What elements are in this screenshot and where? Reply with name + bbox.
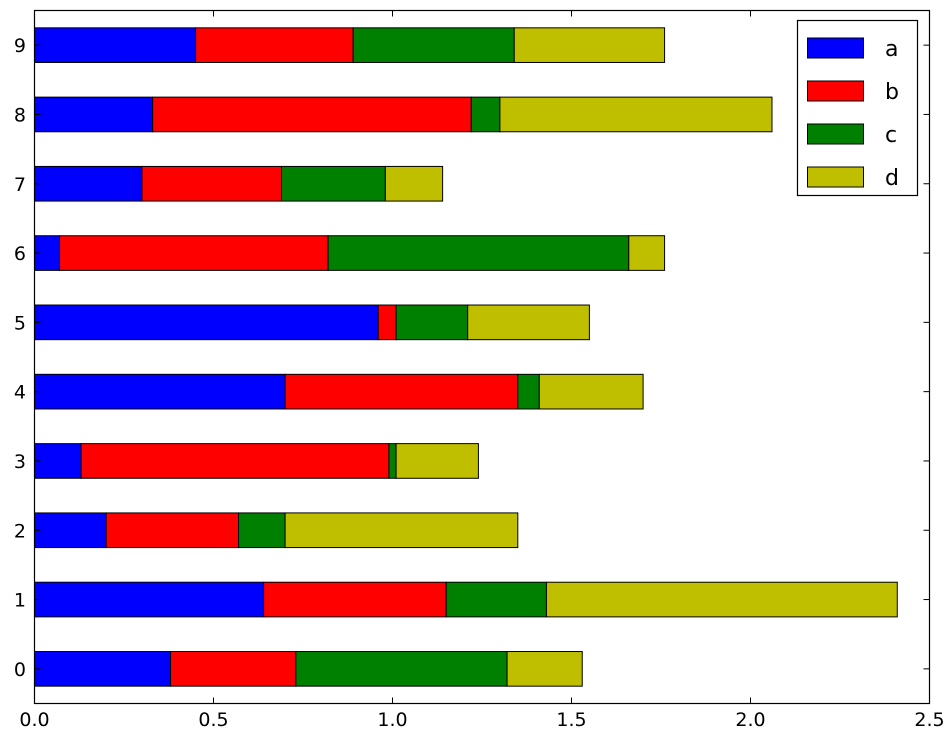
x-tick-label: 0.0 <box>19 709 49 731</box>
legend-swatch-c <box>807 123 864 145</box>
legend-label-d: d <box>885 166 899 191</box>
y-tick-label: 4 <box>14 382 26 404</box>
legend-swatch-b <box>807 80 864 102</box>
bar-d-0 <box>506 651 583 687</box>
bar-d-1 <box>545 581 898 618</box>
bar-c-4 <box>517 373 540 410</box>
legend-label-c: c <box>885 123 897 148</box>
bar-a-9 <box>34 27 197 63</box>
legend-swatch-a <box>807 37 864 59</box>
y-tick-label: 5 <box>14 312 26 334</box>
bar-a-5 <box>34 304 379 341</box>
bar-a-8 <box>34 96 154 133</box>
y-tick-label: 9 <box>14 35 26 57</box>
bar-c-1 <box>445 581 547 618</box>
bar-a-1 <box>34 581 265 618</box>
bar-d-8 <box>499 96 773 133</box>
bar-c-7 <box>281 165 386 202</box>
bar-b-1 <box>263 581 447 618</box>
bar-a-0 <box>34 651 172 687</box>
bar-c-3 <box>388 443 397 479</box>
bar-d-5 <box>467 304 590 341</box>
x-axis: 0.0 0.5 1.0 1.5 2.0 2.5 <box>19 10 945 731</box>
plot-frame <box>33 9 931 705</box>
bar-b-8 <box>152 96 472 133</box>
x-tick-label: 1.0 <box>377 709 407 731</box>
bar-b-7 <box>141 165 283 202</box>
bar-d-7 <box>384 165 444 202</box>
bar-b-9 <box>195 27 354 63</box>
x-tick-label: 0.5 <box>198 709 228 731</box>
legend-swatch-d <box>807 166 864 188</box>
bar-a-7 <box>34 165 143 202</box>
legend-label-b: b <box>885 80 899 105</box>
bar-b-0 <box>170 651 297 687</box>
bar-d-6 <box>628 235 666 271</box>
x-tick-label: 2.0 <box>735 709 765 731</box>
legend-label-a: a <box>885 37 898 62</box>
bar-b-2 <box>105 512 240 549</box>
x-tick-label: 2.5 <box>914 709 944 731</box>
bar-b-5 <box>377 304 397 341</box>
bar-d-4 <box>538 373 644 410</box>
bars-layer <box>34 27 898 687</box>
bar-a-2 <box>34 512 107 549</box>
bar-c-2 <box>238 512 286 549</box>
bar-c-9 <box>352 27 515 63</box>
bar-b-3 <box>80 443 390 479</box>
bar-d-9 <box>513 27 666 63</box>
y-tick-label: 1 <box>14 590 26 612</box>
y-tick-label: 0 <box>14 659 26 681</box>
y-axis: 0 1 2 3 4 5 6 7 8 9 <box>14 35 930 681</box>
bar-d-3 <box>395 443 479 479</box>
bar-a-4 <box>34 373 286 410</box>
x-tick-label: 1.5 <box>556 709 586 731</box>
bar-c-6 <box>327 235 630 271</box>
y-tick-label: 3 <box>14 451 26 473</box>
bar-d-2 <box>284 512 519 549</box>
y-tick-label: 7 <box>14 174 26 196</box>
y-tick-label: 8 <box>14 104 26 126</box>
bar-a-3 <box>34 443 82 479</box>
bar-b-4 <box>284 373 519 410</box>
bar-c-5 <box>395 304 469 341</box>
bar-b-6 <box>59 235 329 271</box>
bar-c-8 <box>470 96 501 133</box>
bar-c-0 <box>295 651 508 687</box>
y-tick-label: 6 <box>14 243 26 265</box>
y-tick-label: 2 <box>14 520 26 542</box>
